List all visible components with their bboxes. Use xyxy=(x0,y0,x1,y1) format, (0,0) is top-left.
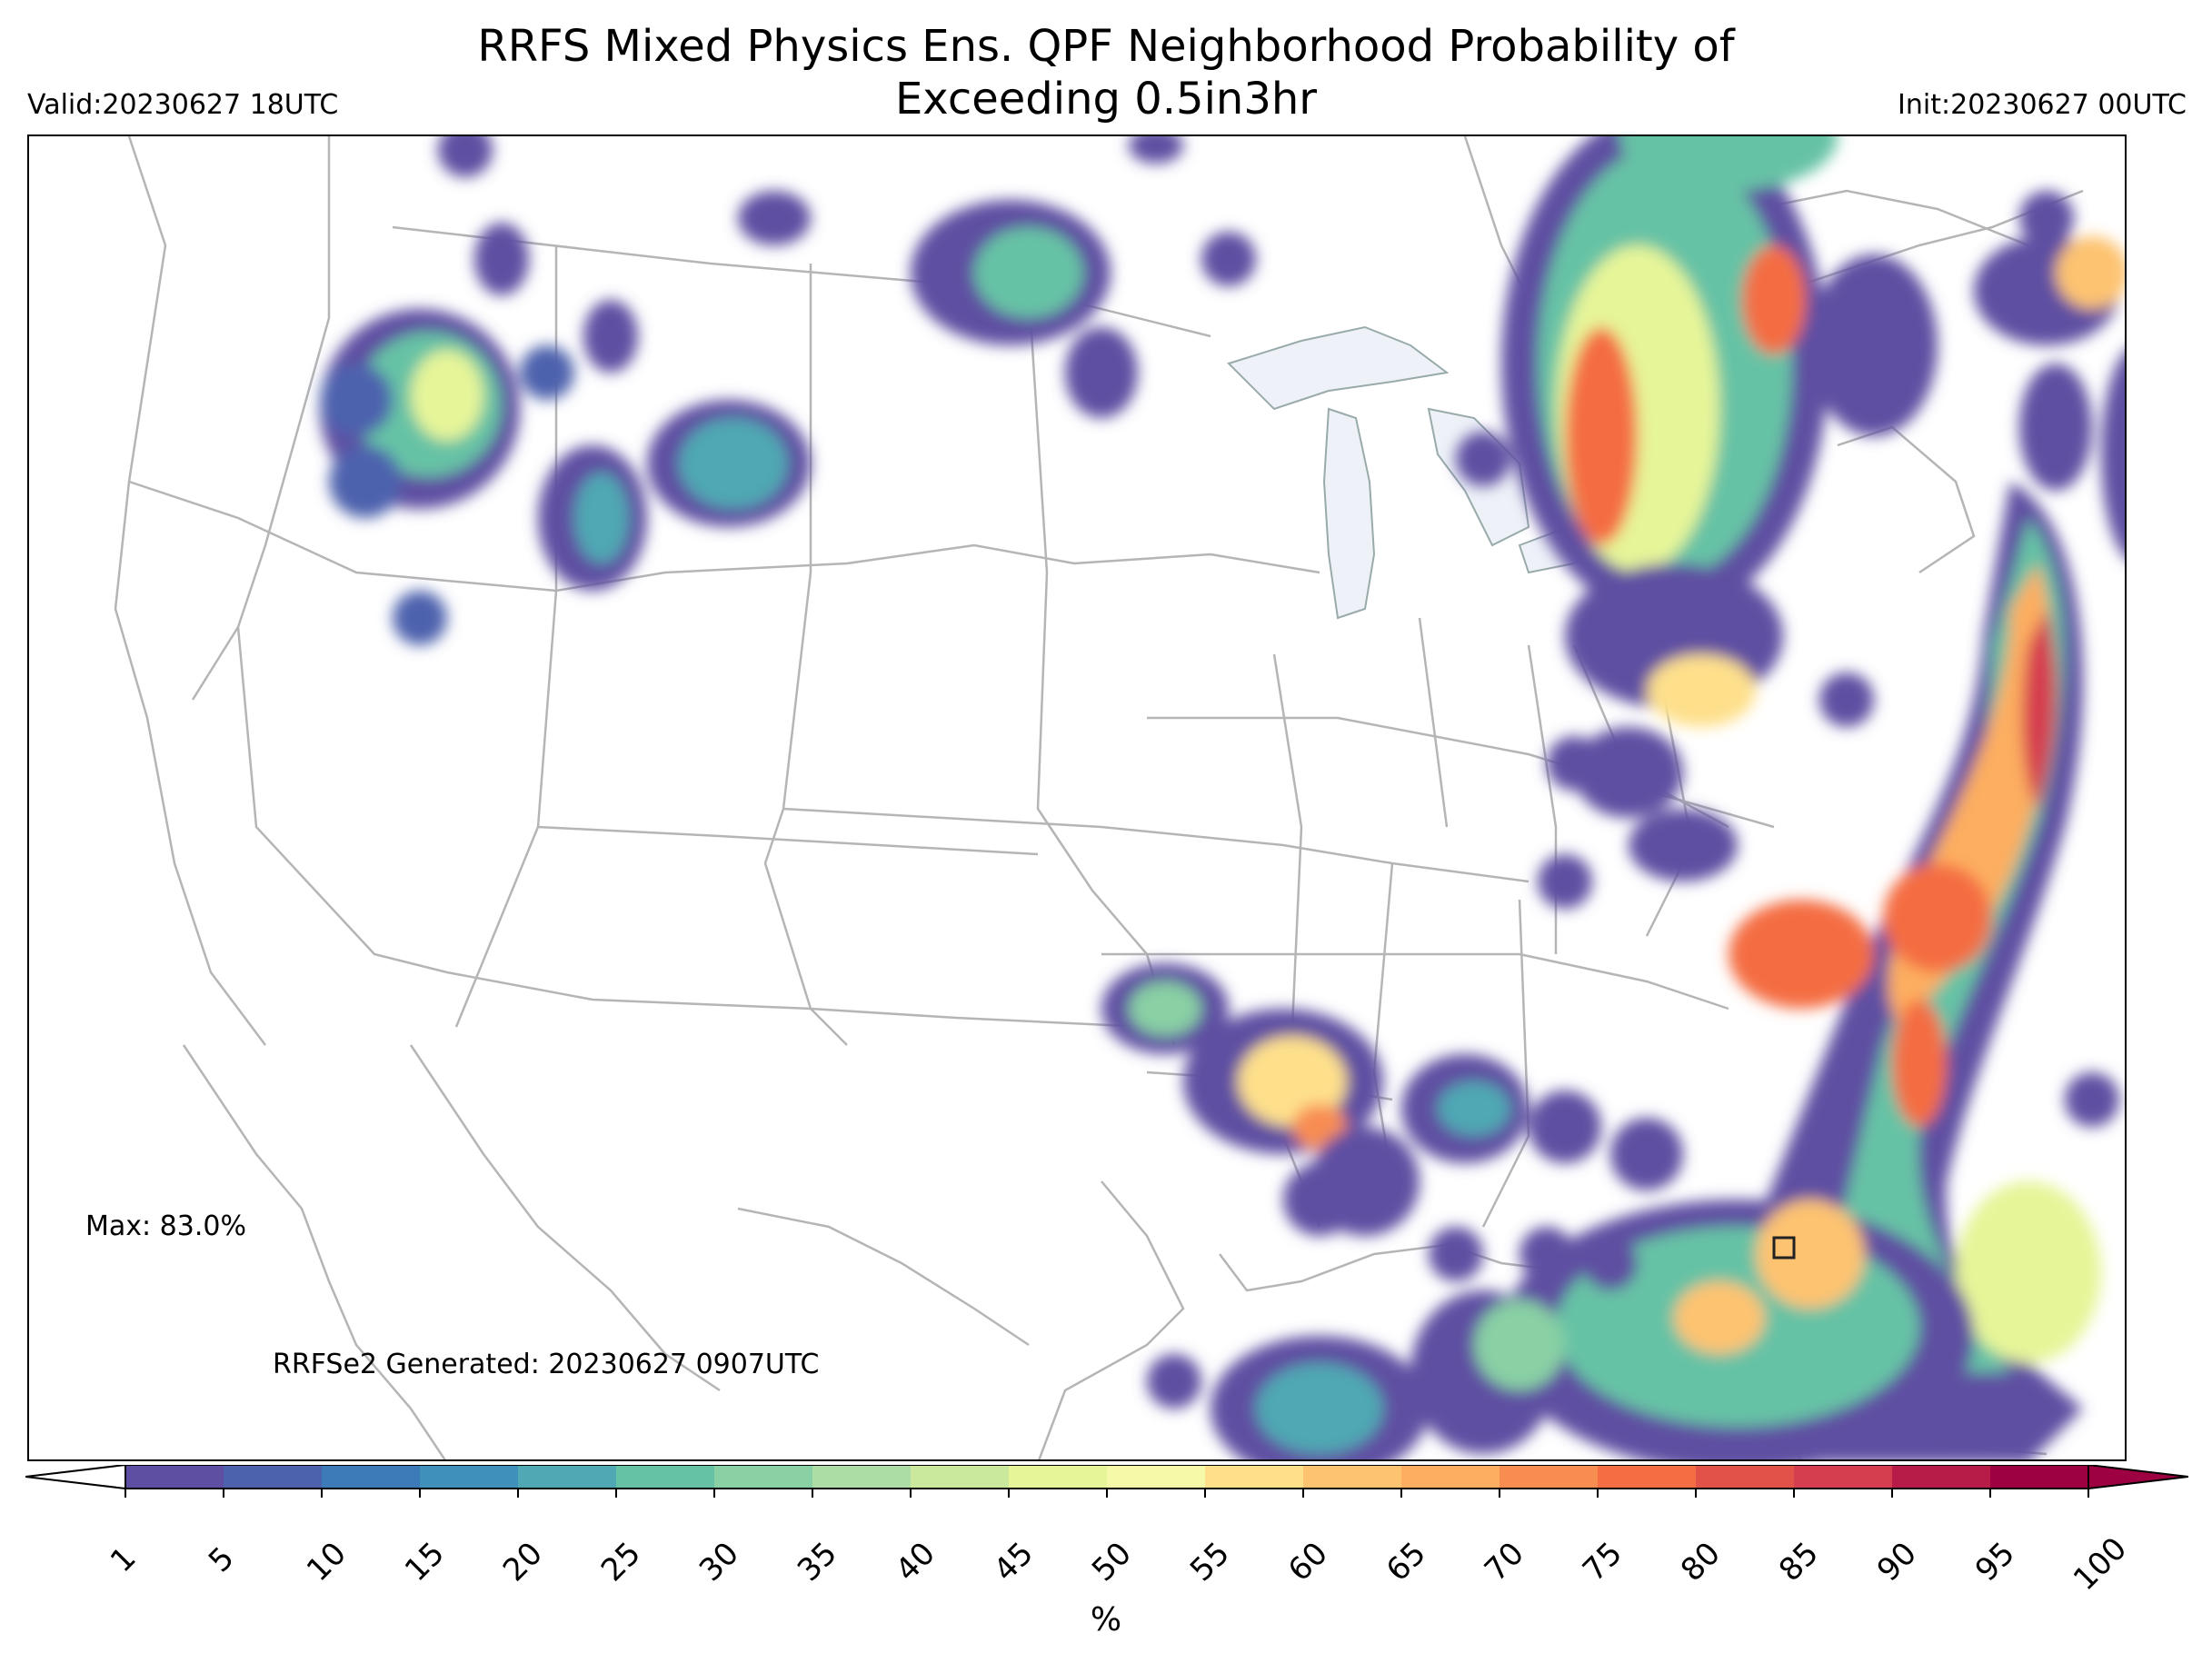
colorbar-tick-label: 90 xyxy=(1870,1535,1924,1589)
colorbar-segment xyxy=(125,1465,224,1489)
valid-time-label: Valid:20230627 18UTC xyxy=(27,89,339,121)
colorbar-tick xyxy=(1204,1489,1206,1498)
colorbar-tick xyxy=(1597,1489,1599,1498)
title-line-1: RRFS Mixed Physics Ens. QPF Neighborhood… xyxy=(477,21,1735,72)
colorbar-tick xyxy=(1499,1489,1500,1498)
colorbar-extend-min xyxy=(25,1465,126,1490)
colorbar-segment xyxy=(714,1465,813,1489)
blob-montana xyxy=(438,136,811,591)
colorbar-segment xyxy=(224,1465,323,1489)
colorbar-segment xyxy=(1598,1465,1697,1489)
colorbar-segment xyxy=(420,1465,519,1489)
colorbar-tick-label: 15 xyxy=(398,1535,452,1589)
colorbar-segment xyxy=(1205,1465,1304,1489)
lake-superior xyxy=(1227,325,1450,411)
colorbar-tick-label: 70 xyxy=(1478,1535,1531,1589)
colorbar-tick-label: 85 xyxy=(1772,1535,1826,1589)
map-panel xyxy=(27,134,2127,1461)
colorbar-tick-label: 100 xyxy=(2067,1530,2135,1598)
colorbar-tick xyxy=(1008,1489,1010,1498)
map-canvas xyxy=(114,136,2125,1459)
blob-pacific-northwest xyxy=(320,309,574,645)
colorbar-tick xyxy=(1793,1489,1795,1498)
colorbar-tick xyxy=(125,1489,126,1498)
colorbar-segment xyxy=(1892,1465,1991,1489)
colorbar-tick xyxy=(1106,1489,1108,1498)
colorbar-tick-label: 30 xyxy=(692,1535,746,1589)
blob-northeast xyxy=(1501,136,2125,981)
colorbar-tick-labels: 1 5 10 15 20 25 30 35 40 45 50 55 60 65 70 75 80 85 90 95 10… xyxy=(0,1465,2212,1610)
colorbar-tick-label: 45 xyxy=(987,1535,1041,1589)
colorbar-tick xyxy=(1891,1489,1893,1498)
lake-michigan xyxy=(1322,407,1376,620)
colorbar-tick xyxy=(1302,1489,1304,1498)
colorbar-segment xyxy=(1401,1465,1500,1489)
colorbar-tick xyxy=(2087,1489,2089,1498)
colorbar-extend-max xyxy=(2087,1465,2188,1490)
title-line-2: Exceeding 0.5in3hr xyxy=(894,74,1318,124)
colorbar-tick-label: 60 xyxy=(1281,1535,1335,1589)
colorbar-segment xyxy=(518,1465,617,1489)
colorbar-segment xyxy=(616,1465,715,1489)
colorbar-tick-label: 80 xyxy=(1674,1535,1728,1589)
colorbar-tick-label: 40 xyxy=(889,1535,942,1589)
blob-atlantic-band xyxy=(1719,482,2119,1459)
colorbar-tick xyxy=(1400,1489,1402,1498)
colorbar-tick-label: 5 xyxy=(202,1539,242,1580)
generated-time-label: RRFSe2 Generated: 20230627 0907UTC xyxy=(273,1349,820,1380)
colorbar-tick-label: 10 xyxy=(300,1535,354,1589)
colorbar-segment xyxy=(1107,1465,1206,1489)
colorbar-tick-label: 20 xyxy=(496,1535,550,1589)
colorbar-segment xyxy=(1794,1465,1893,1489)
colorbar-tick xyxy=(517,1489,519,1498)
colorbar-segment xyxy=(1009,1465,1108,1489)
colorbar-tick-label: 55 xyxy=(1183,1535,1237,1589)
colorbar-tick xyxy=(910,1489,912,1498)
blob-florida xyxy=(1147,1200,1974,1459)
colorbar-segment xyxy=(1303,1465,1402,1489)
colorbar-segment xyxy=(322,1465,421,1489)
colorbar-tick-label: 25 xyxy=(594,1535,648,1589)
blob-north-dakota xyxy=(911,136,1510,486)
colorbar-unit-label: % xyxy=(1090,1601,1122,1638)
probability-field xyxy=(320,136,2125,1459)
colorbar-tick xyxy=(615,1489,617,1498)
max-value-label: Max: 83.0% xyxy=(85,1210,246,1242)
colorbar-tick xyxy=(1695,1489,1697,1498)
colorbar xyxy=(25,1465,2188,1490)
colorbar-tick-label: 50 xyxy=(1085,1535,1139,1589)
colorbar-segments xyxy=(125,1465,2089,1489)
colorbar-tick xyxy=(812,1489,813,1498)
colorbar-tick-label: 1 xyxy=(104,1539,144,1580)
colorbar-tick-label: 65 xyxy=(1380,1535,1433,1589)
colorbar-tick xyxy=(419,1489,421,1498)
init-time-label: Init:20230627 00UTC xyxy=(1898,89,2187,121)
colorbar-segment xyxy=(812,1465,912,1489)
colorbar-tick xyxy=(223,1489,224,1498)
colorbar-tick xyxy=(1989,1489,1991,1498)
colorbar-tick-label: 95 xyxy=(1968,1535,2022,1589)
blob-gulf-coast xyxy=(1101,963,1683,1236)
colorbar-segment xyxy=(911,1465,1010,1489)
colorbar-tick xyxy=(713,1489,715,1498)
colorbar-tick-label: 35 xyxy=(791,1535,844,1589)
max-location-marker xyxy=(1772,1236,1796,1260)
colorbar-tick xyxy=(321,1489,323,1498)
chart-title: RRFS Mixed Physics Ens. QPF Neighborhood… xyxy=(0,20,2212,125)
colorbar-segment xyxy=(1990,1465,2089,1489)
colorbar-segment xyxy=(1500,1465,1599,1489)
colorbar-segment xyxy=(1696,1465,1795,1489)
colorbar-tick-label: 75 xyxy=(1576,1535,1629,1589)
